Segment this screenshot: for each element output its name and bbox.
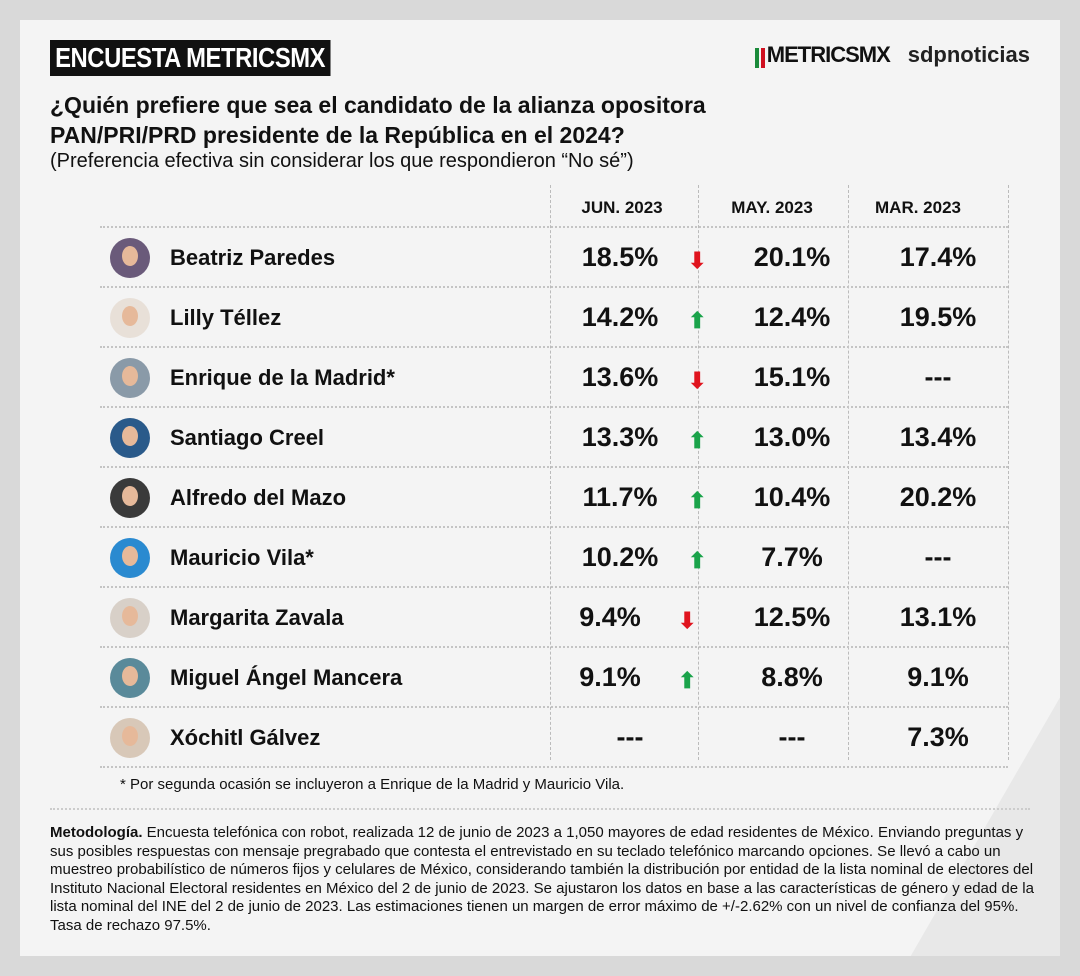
column-divider bbox=[848, 185, 849, 760]
row-divider bbox=[100, 286, 1008, 288]
candidate-name: Margarita Zavala bbox=[170, 605, 344, 630]
row-divider bbox=[100, 346, 1008, 348]
candidate-name: Xóchitl Gálvez bbox=[170, 725, 321, 750]
value-may: 7.7% bbox=[761, 542, 823, 572]
infographic-card: ENCUESTA METRICSMX METRICSMX sdpnoticias… bbox=[20, 20, 1060, 956]
survey-badge: ENCUESTA METRICSMX bbox=[50, 40, 331, 76]
row-divider bbox=[100, 646, 1008, 648]
table-row: Santiago Creel 13.3% ⬆ 13.0% 13.4% bbox=[100, 408, 1008, 468]
value-may: 10.4% bbox=[753, 482, 831, 512]
trend-up-arrow-icon: ⬆ bbox=[678, 668, 697, 693]
column-header-mar: MAR. 2023 bbox=[875, 198, 961, 217]
value-mar: 7.3% bbox=[907, 722, 969, 752]
candidate-name: Alfredo del Mazo bbox=[170, 485, 347, 510]
value-jun: 11.7% bbox=[582, 482, 658, 512]
candidate-photo bbox=[110, 418, 150, 458]
column-header-jun: JUN. 2023 bbox=[581, 198, 663, 217]
row-divider bbox=[100, 526, 1008, 528]
footnote: * Por segunda ocasión se incluyeron a En… bbox=[120, 776, 625, 793]
value-mar: 13.1% bbox=[899, 602, 977, 632]
metricsmx-logo: METRICSMX bbox=[754, 42, 891, 68]
candidate-photo bbox=[110, 718, 150, 758]
trend-up-arrow-icon: ⬆ bbox=[688, 428, 707, 453]
candidate-photo bbox=[110, 658, 150, 698]
value-jun: 18.5% bbox=[581, 242, 659, 272]
value-mar: 13.4% bbox=[899, 422, 977, 452]
value-may: 13.0% bbox=[753, 422, 831, 452]
candidate-photo bbox=[110, 238, 150, 278]
value-mar: 19.5% bbox=[899, 302, 977, 332]
value-jun: 10.2% bbox=[581, 542, 659, 572]
table-row: Alfredo del Mazo 11.7% ⬆ 10.4% 20.2% bbox=[100, 468, 1008, 528]
value-jun: 13.6% bbox=[581, 362, 659, 392]
trend-up-arrow-icon: ⬆ bbox=[688, 308, 707, 333]
table-row: Miguel Ángel Mancera 9.1% ⬆ 8.8% 9.1% bbox=[100, 648, 1008, 708]
table-row: Margarita Zavala 9.4% ⬇ 12.5% 13.1% bbox=[100, 588, 1008, 648]
row-divider bbox=[100, 586, 1008, 588]
value-mar: --- bbox=[924, 362, 952, 392]
table-row: Lilly Téllez 14.2% ⬆ 12.4% 19.5% bbox=[100, 288, 1008, 348]
candidate-name: Mauricio Vila* bbox=[170, 545, 314, 570]
value-mar: 20.2% bbox=[899, 482, 977, 512]
candidate-name: Santiago Creel bbox=[170, 425, 325, 450]
value-may: --- bbox=[778, 722, 806, 752]
column-divider bbox=[550, 185, 551, 760]
table-row: Enrique de la Madrid* 13.6% ⬇ 15.1% --- bbox=[100, 348, 1008, 408]
candidate-name: Enrique de la Madrid* bbox=[170, 365, 395, 390]
table-row: Mauricio Vila* 10.2% ⬆ 7.7% --- bbox=[100, 528, 1008, 588]
value-may: 12.5% bbox=[753, 602, 831, 632]
row-divider bbox=[100, 706, 1008, 708]
row-divider bbox=[100, 466, 1008, 468]
trend-down-arrow-icon: ⬇ bbox=[688, 248, 707, 273]
logos: METRICSMX sdpnoticias bbox=[754, 42, 1030, 68]
value-jun: 14.2% bbox=[581, 302, 659, 332]
candidate-name: Beatriz Paredes bbox=[170, 245, 336, 270]
value-mar: 9.1% bbox=[907, 662, 969, 692]
candidate-name: Lilly Téllez bbox=[170, 305, 282, 330]
row-divider bbox=[100, 766, 1008, 768]
table-row: Xóchitl Gálvez --- --- 7.3% bbox=[100, 708, 1008, 768]
candidate-photo bbox=[110, 358, 150, 398]
trend-up-arrow-icon: ⬆ bbox=[688, 488, 707, 513]
row-divider bbox=[100, 406, 1008, 408]
trend-down-arrow-icon: ⬇ bbox=[678, 608, 697, 633]
trend-up-arrow-icon: ⬆ bbox=[688, 548, 707, 573]
candidate-name: Miguel Ángel Mancera bbox=[170, 665, 403, 690]
value-may: 15.1% bbox=[753, 362, 831, 392]
value-may: 20.1% bbox=[753, 242, 831, 272]
candidate-photo bbox=[110, 538, 150, 578]
row-divider bbox=[100, 226, 1008, 228]
question-title: ¿Quién prefiere que sea el candidato de … bbox=[50, 92, 706, 148]
sdpnoticias-logo: sdpnoticias bbox=[907, 42, 1030, 67]
value-jun: 9.4% bbox=[579, 602, 641, 632]
column-divider bbox=[698, 185, 699, 760]
value-mar: 17.4% bbox=[899, 242, 977, 272]
value-may: 12.4% bbox=[753, 302, 831, 332]
question-subtitle: (Preferencia efectiva sin considerar los… bbox=[50, 150, 634, 172]
separator bbox=[50, 808, 1030, 810]
methodology: Metodología. Encuesta telefónica con rob… bbox=[50, 824, 1034, 934]
candidate-photo bbox=[110, 598, 150, 638]
value-jun: --- bbox=[616, 722, 644, 752]
value-jun: 9.1% bbox=[579, 662, 641, 692]
value-jun: 13.3% bbox=[581, 422, 659, 452]
table-row: Beatriz Paredes 18.5% ⬇ 20.1% 17.4% bbox=[100, 228, 1008, 288]
trend-down-arrow-icon: ⬇ bbox=[688, 368, 707, 393]
value-may: 8.8% bbox=[761, 662, 823, 692]
value-mar: --- bbox=[924, 542, 952, 572]
column-divider bbox=[1008, 185, 1009, 760]
candidate-photo bbox=[110, 478, 150, 518]
column-header-may: MAY. 2023 bbox=[731, 198, 813, 217]
candidate-photo bbox=[110, 298, 150, 338]
